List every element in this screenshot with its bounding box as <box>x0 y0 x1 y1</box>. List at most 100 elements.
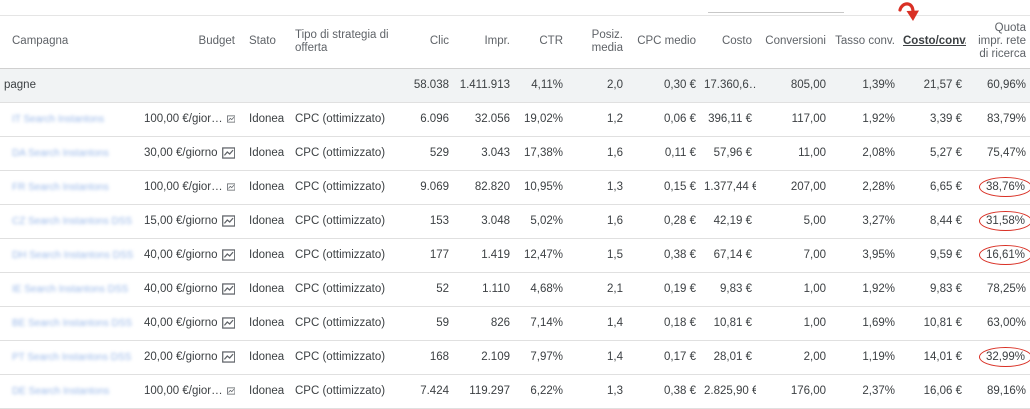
col-header-status[interactable]: Stato <box>249 35 276 48</box>
ctr-cell: 19,02% <box>514 102 567 137</box>
search-impr-share-cell: 31,58% <box>966 204 1030 239</box>
cost-per-conv-cell: 6,65 € <box>899 170 966 205</box>
clicks-cell: 6.096 <box>399 102 453 137</box>
col-header-search-impr-share[interactable]: Quota impr. rete di ricerca <box>978 22 1026 61</box>
total-clicks: 58.038 <box>399 68 453 103</box>
avg-position-cell: 1,5 <box>567 238 627 273</box>
table-row[interactable]: DH Search Instantons DSS 40,00 €/giorno Id… <box>0 238 1030 273</box>
campaign-name-link[interactable]: DA Search Instantons <box>0 136 140 171</box>
search-impr-share-cell: 16,61% <box>966 238 1030 273</box>
col-header-ctr[interactable]: CTR <box>539 35 563 48</box>
status-cell: Idonea <box>239 340 291 375</box>
trend-chart-icon[interactable] <box>226 113 235 125</box>
col-header-impressions[interactable]: Impr. <box>484 35 510 48</box>
campaign-name-link[interactable]: DE Search Instantons <box>0 374 140 409</box>
avg-position-cell: 1,4 <box>567 306 627 341</box>
table-row[interactable]: DA Search Instantons 30,00 €/giorno Idonea… <box>0 136 1030 171</box>
conversions-cell: 5,00 <box>756 204 830 239</box>
status-cell: Idonea <box>239 374 291 409</box>
conv-rate-cell: 1,92% <box>830 272 899 307</box>
bid-strategy-cell: CPC (ottimizzato) <box>291 204 399 239</box>
campaign-name-link[interactable]: FR Search Instantons <box>0 170 140 205</box>
table-row[interactable]: BE Search Instantons DSS 40,00 €/giorno Id… <box>0 306 1030 341</box>
ctr-cell: 12,47% <box>514 238 567 273</box>
budget-value: 100,00 €/gior… <box>144 113 223 125</box>
red-curved-arrow-icon <box>898 2 919 21</box>
cost-cell: 2.825,90 € <box>700 374 756 409</box>
impressions-cell: 119.297 <box>453 374 514 409</box>
avg-position-cell: 1,4 <box>567 340 627 375</box>
trend-chart-icon[interactable] <box>226 181 235 193</box>
status-cell: Idonea <box>239 170 291 205</box>
total-row: pagne 58.038 1.411.913 4,11% 2,0 0,30 € … <box>0 68 1030 103</box>
conv-rate-cell: 2,28% <box>830 170 899 205</box>
table-row[interactable]: IE Search Instantons DSS 40,00 €/giorno Id… <box>0 272 1030 307</box>
avg-cpc-cell: 0,11 € <box>627 136 700 171</box>
budget-value: 100,00 €/gior… <box>144 181 223 193</box>
table-row[interactable]: CZ Search Instantons DSS 15,00 €/giorno Id… <box>0 204 1030 239</box>
conversions-cell: 7,00 <box>756 238 830 273</box>
col-header-conversions[interactable]: Conversioni <box>765 35 826 48</box>
status-cell: Idonea <box>239 136 291 171</box>
trend-chart-icon[interactable] <box>226 385 235 397</box>
avg-cpc-cell: 0,15 € <box>627 170 700 205</box>
cost-cell: 28,01 € <box>700 340 756 375</box>
campaign-name-link[interactable]: DH Search Instantons DSS <box>0 238 140 273</box>
col-header-avg-position[interactable]: Posiz. media <box>591 28 623 54</box>
cost-cell: 10,81 € <box>700 306 756 341</box>
impressions-cell: 826 <box>453 306 514 341</box>
status-cell: Idonea <box>239 238 291 273</box>
table-row[interactable]: PT Search Instantons DSS 20,00 €/giorno Id… <box>0 340 1030 375</box>
trend-chart-icon[interactable] <box>221 351 235 363</box>
budget-cell: 40,00 €/giorno <box>140 272 239 307</box>
total-search-impr-share: 60,96% <box>966 68 1030 103</box>
conv-rate-cell: 1,19% <box>830 340 899 375</box>
table-row[interactable]: IT Search Instantons 100,00 €/gior… Idonea… <box>0 102 1030 137</box>
conversions-cell: 11,00 <box>756 136 830 171</box>
col-header-campaign[interactable]: Campagna <box>12 35 69 48</box>
highlight-circle: 38,76% <box>978 177 1030 197</box>
table-row[interactable]: FR Search Instantons 100,00 €/gior… Idonea… <box>0 170 1030 205</box>
trend-chart-icon[interactable] <box>221 147 235 159</box>
avg-position-cell: 1,6 <box>567 136 627 171</box>
col-header-cost-per-conv[interactable]: Costo/conv. <box>903 35 966 48</box>
total-label: pagne <box>0 68 140 103</box>
conversions-cell: 176,00 <box>756 374 830 409</box>
campaign-name-link[interactable]: PT Search Instantons DSS <box>0 340 140 375</box>
highlight-circle: 31,58% <box>978 211 1030 231</box>
avg-position-cell: 1,6 <box>567 204 627 239</box>
trend-chart-icon[interactable] <box>221 215 235 227</box>
top-toolbar <box>0 0 1030 16</box>
col-header-avg-cpc[interactable]: CPC medio <box>637 35 696 48</box>
impressions-cell: 1.110 <box>453 272 514 307</box>
campaign-name-link[interactable]: CZ Search Instantons DSS <box>0 204 140 239</box>
clicks-cell: 529 <box>399 136 453 171</box>
trend-chart-icon[interactable] <box>221 283 235 295</box>
cost-per-conv-cell: 9,59 € <box>899 238 966 273</box>
col-header-clicks[interactable]: Clic <box>429 35 449 48</box>
campaign-name-link[interactable]: IE Search Instantons DSS <box>0 272 140 307</box>
col-header-conv-rate[interactable]: Tasso conv. <box>835 35 895 48</box>
trend-chart-icon[interactable] <box>221 249 235 261</box>
table-header-row: Campagna Budget Stato Tipo di strategia … <box>0 16 1030 68</box>
total-avg-position: 2,0 <box>567 68 627 103</box>
clicks-cell: 52 <box>399 272 453 307</box>
highlight-circle: 32,99% <box>978 347 1030 367</box>
top-search-field[interactable] <box>708 0 844 13</box>
ctr-cell: 4,68% <box>514 272 567 307</box>
col-header-bid-strategy[interactable]: Tipo di strategia di offerta <box>295 28 389 54</box>
bid-strategy-cell: CPC (ottimizzato) <box>291 374 399 409</box>
col-header-cost[interactable]: Costo <box>721 35 752 48</box>
conversions-cell: 207,00 <box>756 170 830 205</box>
campaign-name-link[interactable]: IT Search Instantons <box>0 102 140 137</box>
search-impr-share-cell: 83,79% <box>966 102 1030 137</box>
conversions-cell: 1,00 <box>756 306 830 341</box>
cost-cell: 9,83 € <box>700 272 756 307</box>
trend-chart-icon[interactable] <box>221 317 235 329</box>
table-row[interactable]: DE Search Instantons 100,00 €/gior… Idonea… <box>0 374 1030 409</box>
clicks-cell: 59 <box>399 306 453 341</box>
campaign-name-link[interactable]: BE Search Instantons DSS <box>0 306 140 341</box>
col-header-budget[interactable]: Budget <box>198 35 235 48</box>
cost-cell: 67,14 € <box>700 238 756 273</box>
conversions-cell: 1,00 <box>756 272 830 307</box>
